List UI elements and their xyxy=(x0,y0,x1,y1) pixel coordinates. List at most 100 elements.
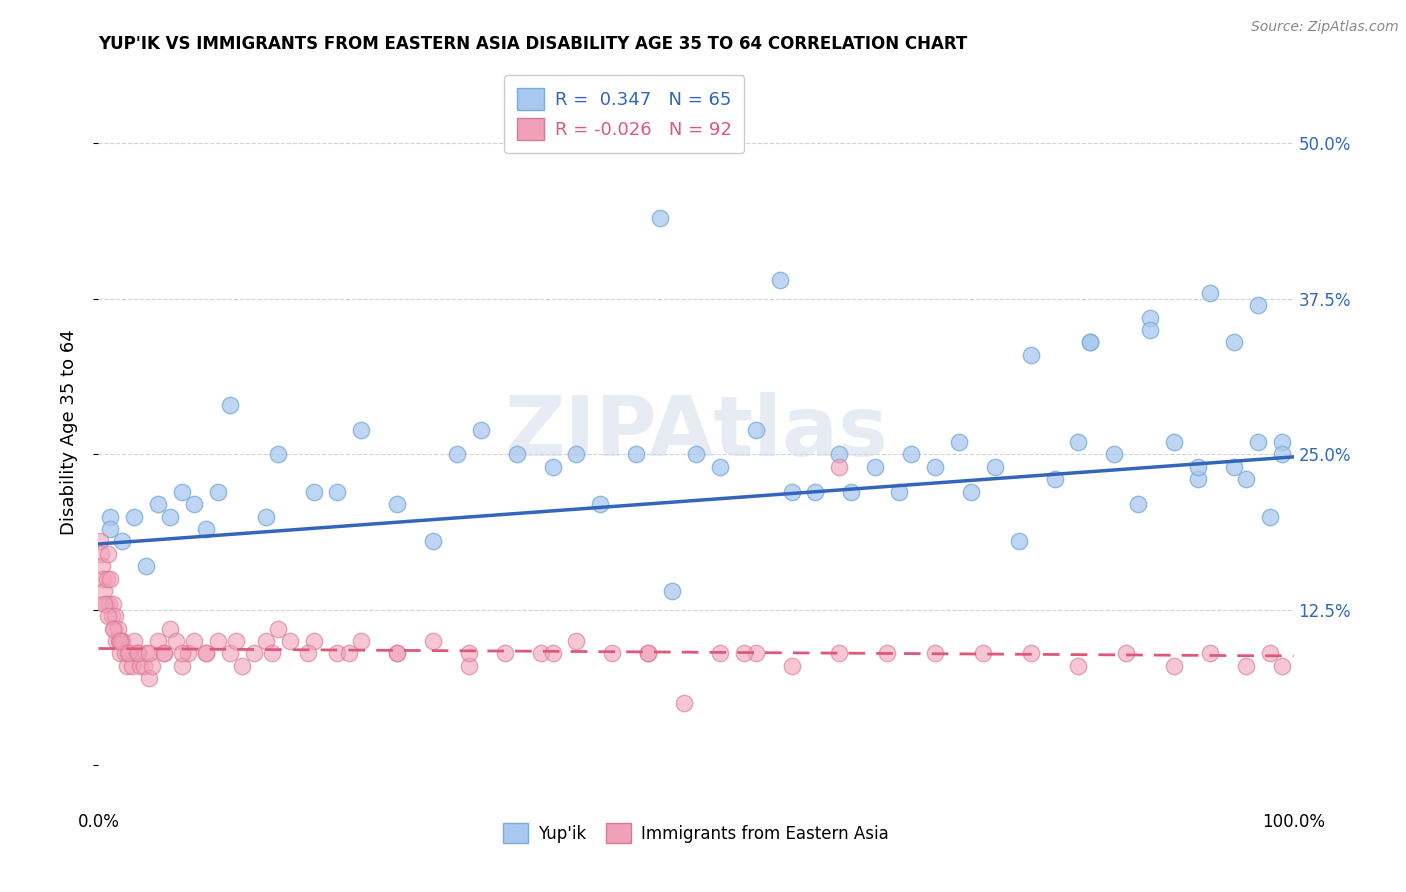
Legend: Yup'ik, Immigrants from Eastern Asia: Yup'ik, Immigrants from Eastern Asia xyxy=(496,816,896,850)
Text: Source: ZipAtlas.com: Source: ZipAtlas.com xyxy=(1251,20,1399,34)
Point xyxy=(1139,323,1161,337)
Point xyxy=(1019,647,1042,661)
Point xyxy=(254,509,277,524)
Point xyxy=(637,647,659,661)
Point xyxy=(1187,472,1209,486)
Point xyxy=(637,647,659,661)
Point xyxy=(141,659,163,673)
Point xyxy=(132,659,155,673)
Point xyxy=(124,509,146,524)
Point xyxy=(172,659,194,673)
Point xyxy=(422,534,444,549)
Point xyxy=(97,547,120,561)
Point xyxy=(231,659,253,673)
Point xyxy=(1104,447,1126,461)
Point xyxy=(105,634,128,648)
Point xyxy=(138,672,160,686)
Point xyxy=(1223,335,1246,350)
Point xyxy=(127,647,149,661)
Point xyxy=(98,597,121,611)
Point xyxy=(104,609,127,624)
Point xyxy=(96,572,118,586)
Point xyxy=(458,647,481,661)
Point xyxy=(98,522,122,536)
Point xyxy=(661,584,683,599)
Point xyxy=(91,559,114,574)
Point xyxy=(1199,647,1222,661)
Point xyxy=(165,634,187,648)
Point xyxy=(685,447,707,461)
Point xyxy=(828,459,851,474)
Point xyxy=(138,647,160,661)
Point xyxy=(148,634,170,648)
Point xyxy=(1139,310,1161,325)
Point xyxy=(673,696,696,710)
Point xyxy=(1019,348,1042,362)
Point xyxy=(153,647,176,661)
Point xyxy=(98,509,122,524)
Point xyxy=(111,534,134,549)
Text: ZIPAtlas: ZIPAtlas xyxy=(503,392,889,473)
Point xyxy=(565,634,588,648)
Point xyxy=(326,484,349,499)
Point xyxy=(828,647,851,661)
Point xyxy=(93,597,115,611)
Point xyxy=(924,459,946,474)
Point xyxy=(129,659,152,673)
Point xyxy=(422,634,444,648)
Point xyxy=(103,622,125,636)
Point xyxy=(159,622,181,636)
Point xyxy=(768,273,790,287)
Point xyxy=(1008,534,1031,549)
Point xyxy=(745,423,768,437)
Point xyxy=(267,622,290,636)
Point xyxy=(121,659,143,673)
Point xyxy=(1115,647,1137,661)
Point xyxy=(984,459,1007,474)
Point xyxy=(1067,434,1090,449)
Point xyxy=(297,647,319,661)
Point xyxy=(733,647,755,661)
Point xyxy=(195,647,218,661)
Point xyxy=(114,647,136,661)
Point xyxy=(254,634,277,648)
Point xyxy=(565,447,588,461)
Point xyxy=(602,647,624,661)
Point xyxy=(219,398,242,412)
Point xyxy=(1247,298,1270,312)
Point xyxy=(108,647,131,661)
Point xyxy=(841,484,863,499)
Point xyxy=(924,647,946,661)
Point xyxy=(648,211,672,225)
Point xyxy=(541,459,564,474)
Point xyxy=(626,447,648,461)
Point xyxy=(1163,659,1185,673)
Point xyxy=(111,634,134,648)
Point xyxy=(172,484,194,499)
Point xyxy=(1258,509,1281,524)
Point xyxy=(101,622,124,636)
Point xyxy=(828,447,851,461)
Point xyxy=(89,534,111,549)
Point xyxy=(101,597,124,611)
Point xyxy=(97,609,120,624)
Point xyxy=(302,634,325,648)
Point xyxy=(108,634,131,648)
Point xyxy=(506,447,529,461)
Point xyxy=(960,484,983,499)
Point xyxy=(1271,659,1294,673)
Point xyxy=(385,647,409,661)
Point xyxy=(446,447,468,461)
Point xyxy=(530,647,553,661)
Point xyxy=(494,647,516,661)
Point xyxy=(172,647,194,661)
Point xyxy=(541,647,564,661)
Point xyxy=(350,423,373,437)
Point xyxy=(207,634,229,648)
Point xyxy=(470,423,492,437)
Point xyxy=(225,634,247,648)
Point xyxy=(177,647,200,661)
Point xyxy=(385,647,409,661)
Point xyxy=(118,647,141,661)
Point xyxy=(1187,459,1209,474)
